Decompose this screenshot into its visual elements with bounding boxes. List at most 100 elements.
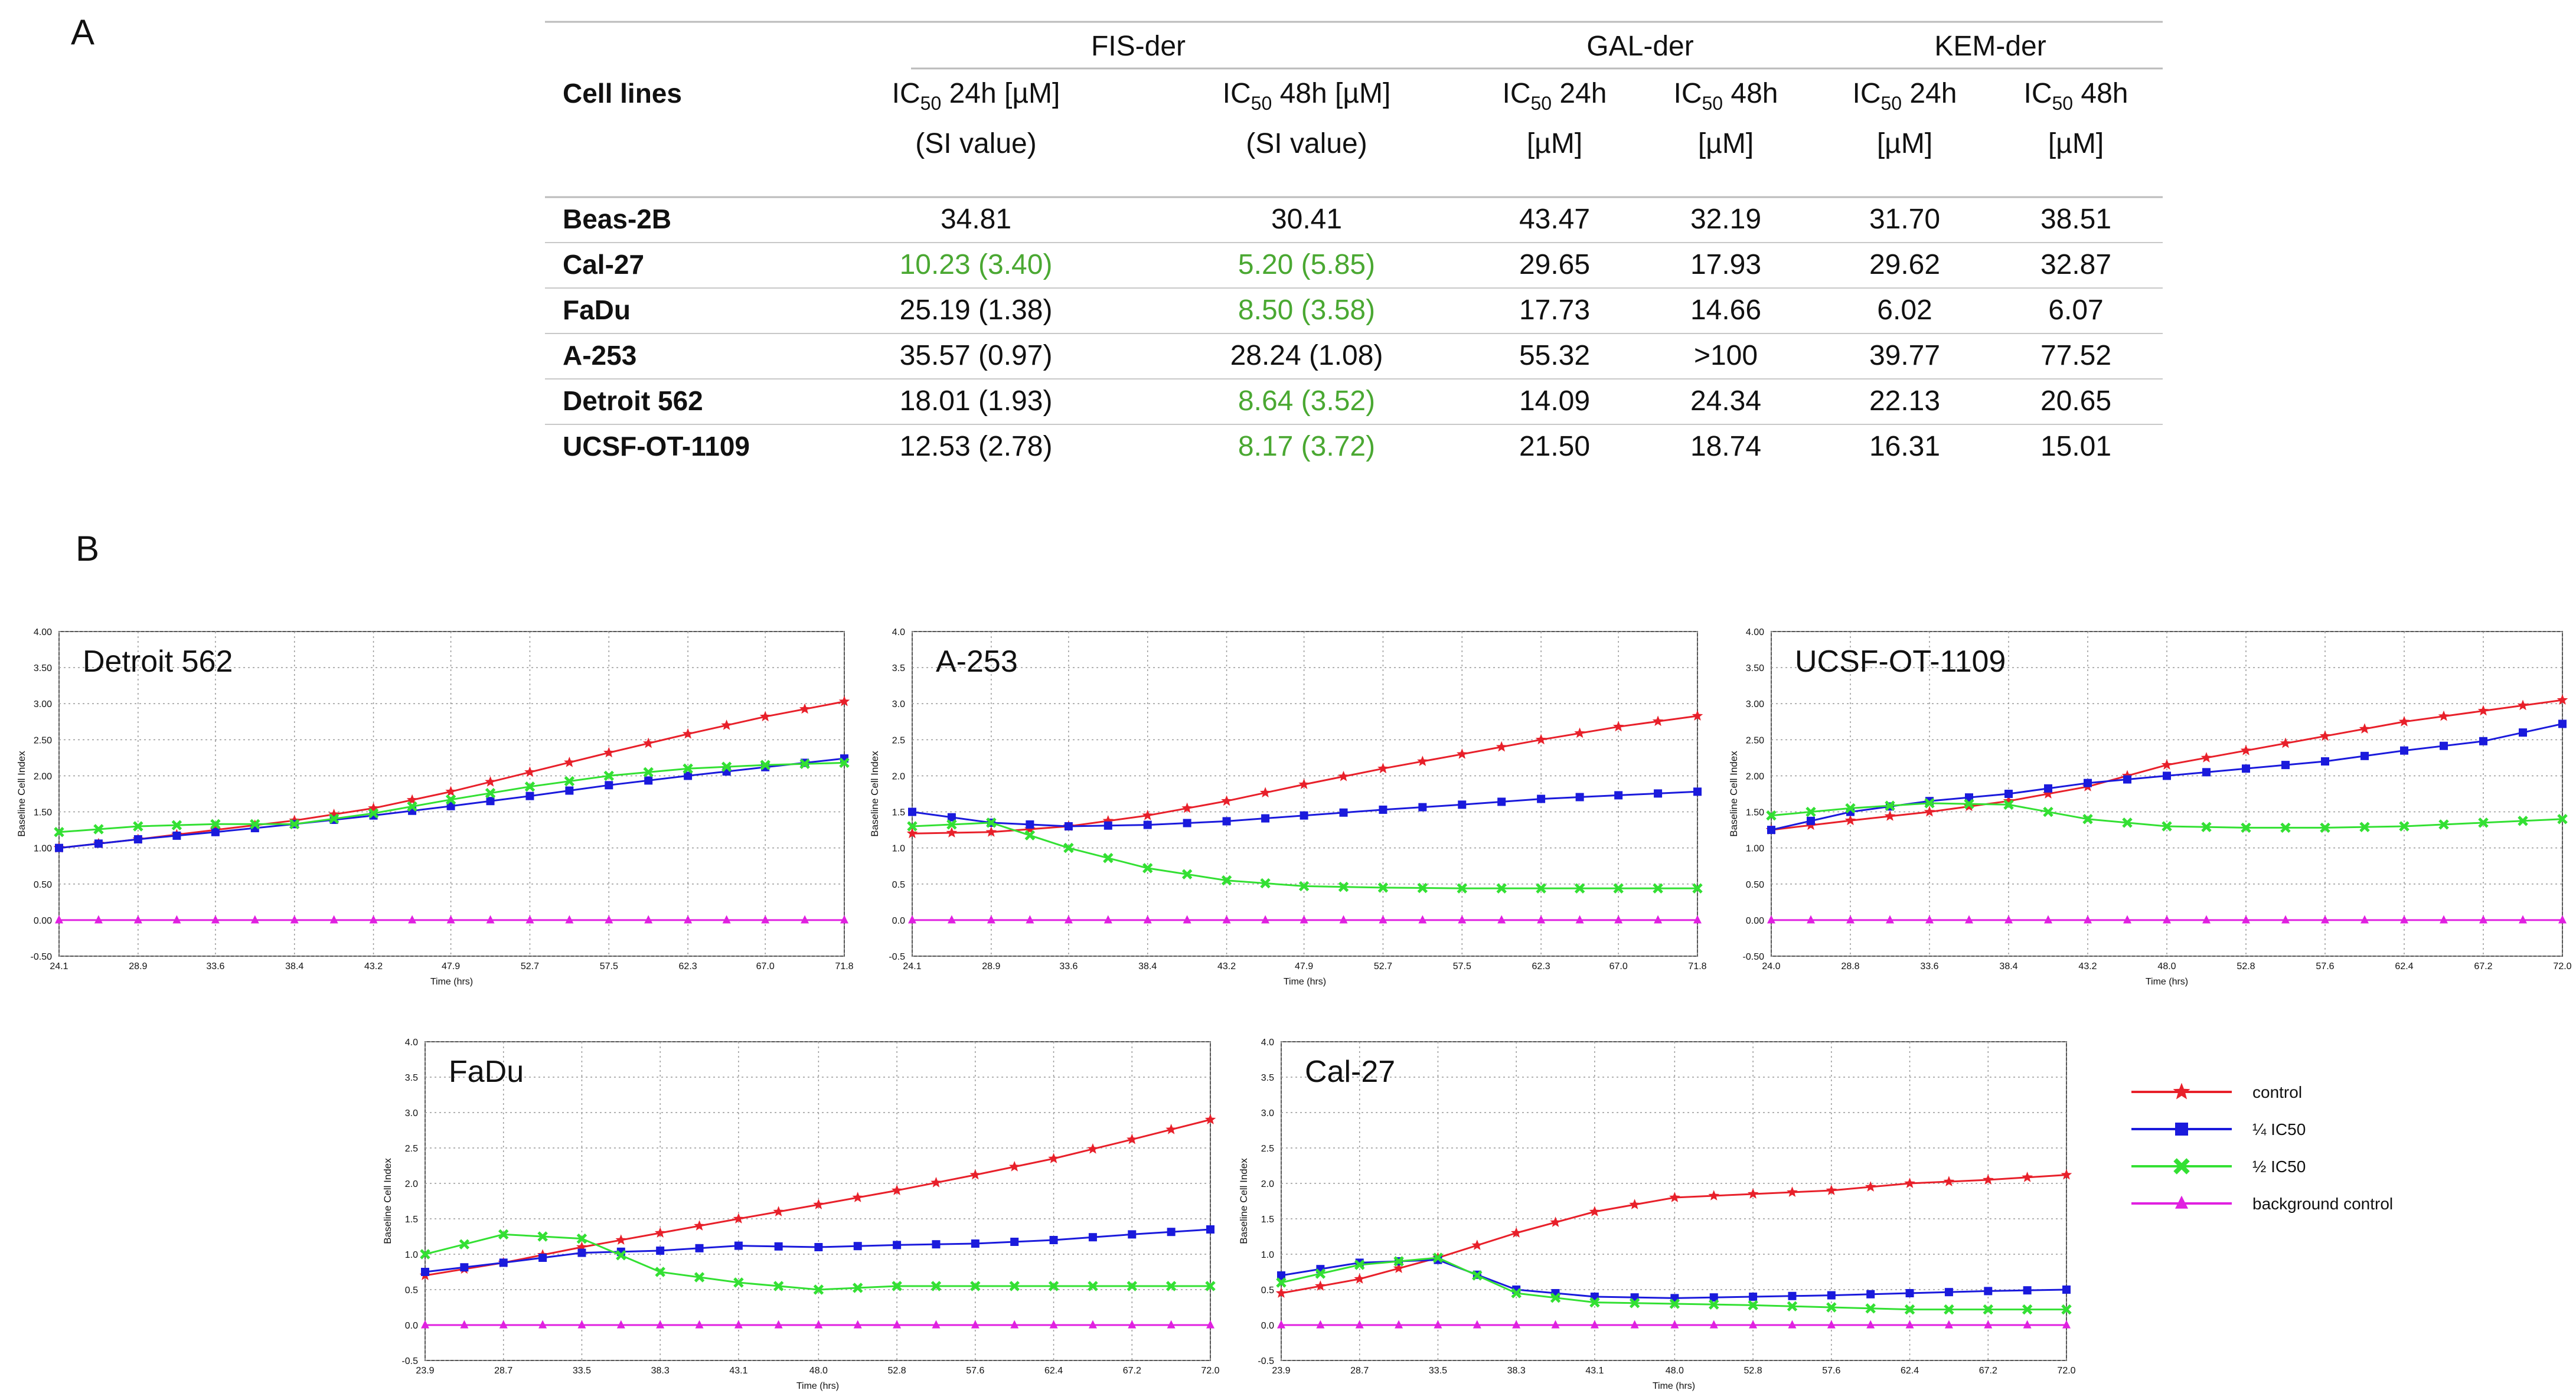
data-point <box>695 1320 704 1329</box>
column-header-line2: [µM] <box>2048 128 2104 159</box>
data-point <box>1692 710 1703 721</box>
data-point <box>2438 710 2450 721</box>
data-point <box>2175 1195 2188 1209</box>
y-tick-label: 1.00 <box>34 844 52 854</box>
data-point <box>853 1320 862 1329</box>
data-point <box>684 771 693 780</box>
data-point <box>2062 1285 2071 1294</box>
plot-area <box>425 1041 1211 1361</box>
data-point <box>683 763 693 774</box>
x-tick-label: 67.0 <box>756 961 775 972</box>
series-triangle <box>908 915 1702 924</box>
data-point <box>853 1283 863 1293</box>
data-point <box>1708 1190 1720 1201</box>
row-name: Detroit 562 <box>563 385 703 416</box>
x-axis-label: Time (hrs) <box>430 977 473 987</box>
data-point <box>2044 784 2052 793</box>
data-point <box>1826 1185 1837 1195</box>
chart-title: UCSF-OT-1109 <box>1795 645 2006 679</box>
data-point <box>1417 755 1428 766</box>
data-point <box>1222 817 1231 826</box>
x-tick-label: 24.1 <box>50 961 68 972</box>
table-cell: 17.73 <box>1519 295 1590 326</box>
data-point <box>577 1248 586 1257</box>
chart-a-253: -0.5 0.0 0.5 1.0 1.5 2.0 2.5 3.0 3.5 4.0 24.1 28.9 3… <box>869 627 1707 987</box>
data-point <box>1905 1320 1914 1329</box>
data-point <box>1575 793 1584 802</box>
row-name: UCSF-OT-1109 <box>563 431 750 462</box>
data-point <box>1183 819 1191 827</box>
data-point <box>813 1284 824 1295</box>
data-point <box>328 813 339 824</box>
y-axis-label: Baseline Cell Index <box>1238 1158 1249 1244</box>
data-point <box>289 819 300 830</box>
chart-legend: control ¼ IC50 ½ IC50 background control <box>2131 1082 2393 1213</box>
column-header-line1: IC50 48h [µM] <box>1223 78 1391 114</box>
data-point <box>1103 821 1112 830</box>
table-cell: 32.87 <box>2040 249 2111 280</box>
data-point <box>2200 752 2212 763</box>
data-point <box>1884 810 1896 821</box>
y-tick-label: 3.50 <box>34 663 52 673</box>
data-point <box>1574 883 1585 894</box>
data-point <box>1865 1181 1876 1192</box>
x-tick-label: 67.2 <box>1979 1366 1997 1376</box>
data-point <box>840 915 848 924</box>
data-point <box>1807 915 1815 924</box>
data-point <box>499 1258 508 1267</box>
data-point <box>1417 882 1428 894</box>
data-point <box>1629 1199 1640 1209</box>
data-point <box>1654 915 1663 924</box>
column-header-line2: (SI value) <box>915 128 1036 159</box>
data-point <box>1063 842 1074 853</box>
y-tick-label: 4.00 <box>1746 627 1764 637</box>
data-point <box>2518 816 2528 826</box>
data-point <box>2202 915 2211 924</box>
data-point <box>460 1263 469 1272</box>
column-header-line2: [µM] <box>1698 128 1754 159</box>
table-cell: 35.57 (0.97) <box>900 340 1053 371</box>
data-point <box>446 802 455 810</box>
chart-title: A-253 <box>936 645 1018 679</box>
series-cross <box>1766 798 2568 833</box>
data-point <box>1749 1320 1758 1329</box>
data-point <box>2558 719 2567 728</box>
x-tick-label: 33.5 <box>573 1366 591 1376</box>
data-point <box>1183 915 1191 924</box>
x-tick-label: 28.9 <box>982 961 1000 972</box>
x-tick-label: 33.5 <box>1429 1366 1447 1376</box>
data-point <box>1709 1299 1719 1310</box>
data-point <box>498 1229 509 1240</box>
data-point <box>1026 820 1034 829</box>
x-tick-label: 57.5 <box>600 961 618 972</box>
chart-cal-27: -0.5 0.0 0.5 1.0 1.5 2.0 2.5 3.0 3.5 4.0 23.9 28.7 3… <box>1238 1038 2076 1391</box>
y-tick-label: 3.00 <box>1746 699 1764 709</box>
data-point <box>1614 915 1623 924</box>
data-point <box>2061 1169 2072 1180</box>
data-point <box>1010 1238 1019 1246</box>
table-cell: 18.01 (1.93) <box>900 385 1053 417</box>
y-tick-label: 2.5 <box>1261 1144 1274 1154</box>
y-tick-label: 0.0 <box>1261 1321 1274 1331</box>
data-point <box>684 915 693 924</box>
data-point <box>1377 882 1389 893</box>
data-point <box>420 1249 430 1260</box>
data-point <box>1261 814 1270 823</box>
data-point <box>853 1242 862 1251</box>
data-point <box>1354 1273 1365 1284</box>
data-point <box>446 915 455 924</box>
data-point <box>55 843 63 852</box>
data-point <box>947 813 956 822</box>
data-point <box>2321 757 2329 766</box>
chart-ucsf-ot-1109: -0.50 0.00 0.50 1.00 1.50 2.00 2.50 3.00 3.50 4.0… <box>1728 627 2572 987</box>
data-point <box>1222 915 1231 924</box>
y-tick-label: 2.50 <box>1746 735 1764 745</box>
y-axis-label: Baseline Cell Index <box>382 1158 393 1244</box>
y-tick-label: 3.50 <box>1746 663 1764 673</box>
data-point <box>1393 1256 1404 1267</box>
y-tick-label: 2.00 <box>1746 771 1764 781</box>
data-point <box>329 915 338 924</box>
data-point <box>1550 1216 1561 1227</box>
data-point <box>1277 1320 1285 1329</box>
data-point <box>908 915 916 924</box>
